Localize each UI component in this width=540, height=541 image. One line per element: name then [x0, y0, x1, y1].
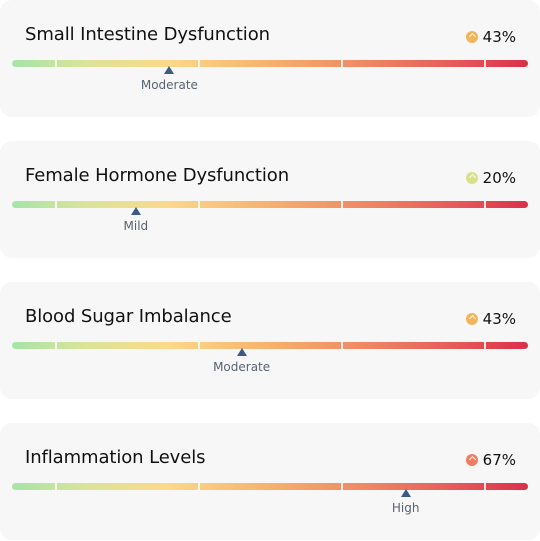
card-title: Blood Sugar Imbalance — [25, 306, 232, 327]
bar-divider — [341, 342, 343, 349]
level-marker-icon — [130, 207, 141, 215]
bar-divider — [484, 201, 486, 208]
bar-divider — [55, 483, 57, 490]
severity-bar — [12, 342, 528, 349]
bar-divider — [484, 483, 486, 490]
level-label: Moderate — [213, 360, 271, 374]
level-marker-icon — [236, 348, 247, 356]
bar-divider — [198, 201, 200, 208]
percent-value: 43% — [482, 310, 516, 328]
bar-divider — [55, 60, 57, 67]
percent-group: 67% — [465, 451, 516, 469]
bar-divider — [198, 483, 200, 490]
severity-bar — [12, 60, 528, 67]
score-card-female-hormone: Female Hormone Dysfunction 20% Mild — [0, 141, 540, 258]
level-label: High — [391, 501, 420, 515]
percent-group: 43% — [465, 28, 516, 46]
severity-dot-icon — [465, 172, 478, 184]
severity-dot-icon — [465, 454, 478, 466]
percent-value: 67% — [482, 451, 516, 469]
bar-divider — [341, 60, 343, 67]
percent-value: 20% — [482, 169, 516, 187]
card-title: Small Intestine Dysfunction — [25, 24, 270, 45]
card-title: Inflammation Levels — [25, 447, 206, 468]
bar-divider — [55, 201, 57, 208]
percent-group: 43% — [465, 310, 516, 328]
bar-divider — [198, 342, 200, 349]
level-marker-icon — [164, 66, 175, 74]
level-marker-icon — [400, 489, 411, 497]
severity-bar — [12, 201, 528, 208]
severity-dot-icon — [465, 313, 478, 325]
bar-divider — [55, 342, 57, 349]
bar-divider — [484, 60, 486, 67]
bar-divider — [341, 483, 343, 490]
bar-divider — [198, 60, 200, 67]
level-label: Mild — [123, 219, 149, 233]
bar-divider — [484, 342, 486, 349]
percent-value: 43% — [482, 28, 516, 46]
severity-bar — [12, 483, 528, 490]
level-label: Moderate — [140, 78, 198, 92]
percent-group: 20% — [465, 169, 516, 187]
bar-divider — [341, 201, 343, 208]
score-card-blood-sugar: Blood Sugar Imbalance 43% Moderate — [0, 282, 540, 399]
score-card-small-intestine: Small Intestine Dysfunction 43% Moderate — [0, 0, 540, 117]
card-title: Female Hormone Dysfunction — [25, 165, 290, 186]
score-card-inflammation: Inflammation Levels 67% High — [0, 423, 540, 540]
severity-dot-icon — [465, 31, 478, 43]
